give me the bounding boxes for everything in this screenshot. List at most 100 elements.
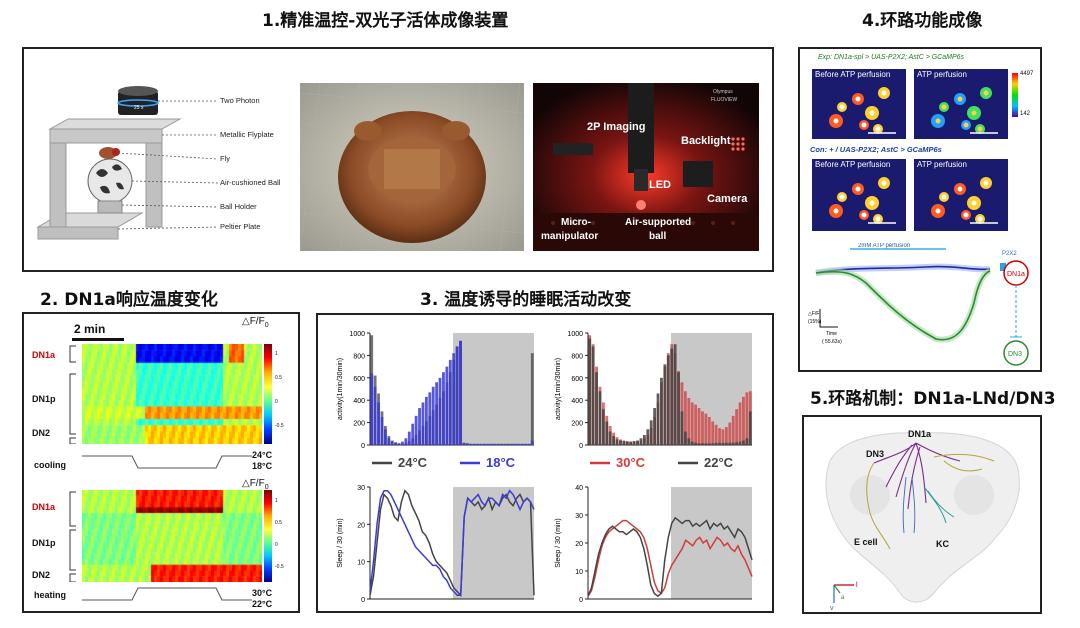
act-heat-bar-1-17 <box>646 429 650 445</box>
svg-text:v: v <box>830 605 834 612</box>
act-heat-ytick-label-1: 200 <box>571 421 583 428</box>
rig-label-ball: ball <box>649 231 667 242</box>
act-cool-bar-1-40 <box>506 443 510 445</box>
device-label-4: Ball Holder <box>220 202 257 211</box>
act-heat-bar-1-5 <box>605 421 609 445</box>
trace-time: Time <box>826 331 837 337</box>
calcium-traces: 2mM ATP perfusion △F/F (15%) Time ( 55.6… <box>808 243 1029 366</box>
micro-con-atp: ATP perfusion <box>914 159 1008 231</box>
act-cool-bar-1-36 <box>493 443 497 445</box>
act-heat-bar-0-29 <box>687 397 691 445</box>
act-heat-bar-1-13 <box>632 441 636 445</box>
act-cool-bar-1-1 <box>373 386 377 445</box>
heating-temp-low: 22°C <box>252 599 273 609</box>
cooling-temp-high: 24°C <box>252 450 273 460</box>
act-cool-bar-1-39 <box>503 443 507 445</box>
circuit-dn1a-label: DN1a <box>1007 271 1025 278</box>
trace-ypct: (15%) <box>808 319 822 325</box>
act-cool-bar-1-27 <box>462 442 466 445</box>
act-cool-bar-1-42 <box>513 443 517 445</box>
scale-max: 4497 <box>1020 71 1034 77</box>
sleep-heat-ytick-label-1: 10 <box>575 569 583 576</box>
act-heat-bar-0-42 <box>731 415 735 445</box>
act-heat-ytick-label-0: 0 <box>579 443 583 450</box>
act-heat-bar-1-36 <box>711 443 715 445</box>
act-cool-bar-1-43 <box>517 443 521 445</box>
brain-reconstruction: DN1a DN3 E cell KC l v a <box>825 429 1020 612</box>
act-cool-bar-1-23 <box>448 359 452 445</box>
panel1-box: 25 x Two Photon Metallic Flyplate Fly Ai… <box>22 47 774 272</box>
heatmap-cooling <box>82 344 262 444</box>
act-heat-bar-0-46 <box>745 392 749 445</box>
row-brackets-bottom <box>69 491 76 582</box>
rig-photo: 2P Imaging Backlight LED Camera Micro- m… <box>533 83 759 251</box>
act-cool-bar-1-33 <box>483 443 486 445</box>
act-heat-bar-0-37 <box>714 424 718 445</box>
act-cool-bar-1-31 <box>476 443 480 445</box>
label-dn3: DN3 <box>866 449 884 459</box>
sleep-heat-night-shade <box>671 487 752 599</box>
trace-perfusion-label: 2mM ATP perfusion <box>858 243 910 249</box>
act-cool-bar-1-9 <box>401 441 404 445</box>
act-heat-bar-0-39 <box>721 429 725 445</box>
heatmap-heating <box>82 490 262 582</box>
act-cool-bar-1-3 <box>380 417 384 445</box>
device-label-3: Air-cushioned Ball <box>220 178 281 187</box>
device-label-5: Peltier Plate <box>220 222 260 231</box>
act-heat-ylabel: activity(1min/30min) <box>555 358 562 420</box>
row-label-dn1a-top: DN1a <box>32 350 56 360</box>
sleep-heat-ytick-label-0: 0 <box>579 597 583 604</box>
act-heat-bar-1-1 <box>591 346 595 445</box>
panel4-box: Exp: DN1a-spl > UAS-P2X2; AstC > GCaMP6s… <box>798 47 1042 372</box>
act-cool-ytick-label-3: 600 <box>353 376 365 383</box>
sleep-activity-charts: 02004006008001000activity(1min/30min)24°… <box>337 331 753 604</box>
rig-logo-fluoview: FLUOVIEW <box>711 97 738 103</box>
act-heat-bar-0-38 <box>718 428 721 445</box>
svg-text:l: l <box>856 582 858 589</box>
act-heat-bar-0-28 <box>683 391 687 445</box>
rig-label-airsupported: Air-supported <box>625 217 692 228</box>
act-heat-bar-1-8 <box>615 439 619 445</box>
act-cool-bar-1-5 <box>387 438 391 445</box>
act-heat-bar-0-45 <box>742 396 745 445</box>
rig-label-led: LED <box>649 179 671 191</box>
act-heat-bar-1-35 <box>707 443 711 445</box>
sleep-heat-ylabel: Sleep / 30 (min) <box>555 518 562 567</box>
act-cool-bar-1-47 <box>530 440 534 445</box>
panel3-box: 0 200 400 600 800 1000 activity(1min/30min) 24°… <box>316 313 774 613</box>
row-label-dn2-top: DN2 <box>32 428 51 438</box>
sleep-cool-ytick-label-0: 0 <box>361 597 365 604</box>
act-heat-ytick-label-5: 1000 <box>567 331 583 338</box>
p2x2-receptor <box>1000 263 1006 271</box>
scale-min: 142 <box>1020 111 1031 117</box>
heating-label: heating <box>34 590 67 600</box>
act-cool-bar-1-0 <box>370 373 374 445</box>
panel1-title: 1.精准温控-双光子活体成像装置 <box>262 11 509 31</box>
act-cool-bar-1-20 <box>438 377 442 445</box>
act-heat-bar-1-14 <box>636 440 639 445</box>
rig-label-camera: Camera <box>707 193 748 205</box>
act-heat-bar-1-27 <box>680 411 684 445</box>
act-heat-bar-1-45 <box>742 440 745 445</box>
sleep-heat-ytick-label-4: 40 <box>575 485 583 492</box>
panel2-title: 2. DN1a响应温度变化 <box>40 290 218 310</box>
cooling-trace <box>82 455 252 469</box>
device-label-1: Metallic Flyplate <box>220 130 274 139</box>
rig-label-backlight: Backlight <box>681 135 731 147</box>
trace-time-val: ( 55.63s) <box>822 339 842 345</box>
act-cool-bar-1-22 <box>445 366 449 445</box>
con-label: Con: + / UAS-P2X2; AstC > GCaMP6s <box>810 145 942 154</box>
colorbar-ticks-top: 1 0.5 0 -0.5 <box>275 351 284 429</box>
act-heat-bar-1-15 <box>639 438 643 445</box>
heat-legend-label-1: 22°C <box>704 455 734 470</box>
act-cool-bar-1-14 <box>418 408 421 445</box>
act-heat-bar-1-46 <box>745 438 749 445</box>
act-heat-bar-0-43 <box>735 409 739 445</box>
act-heat-bar-1-31 <box>694 442 698 445</box>
sleep-heat-ytick-label-3: 30 <box>575 513 583 520</box>
device-schematic: 25 x Two Photon Metallic Flyplate Fly Ai… <box>36 86 281 240</box>
panel4-title: 4.环路功能成像 <box>862 11 983 31</box>
act-cool-bar-1-7 <box>394 442 398 445</box>
row-label-dn1p-top: DN1p <box>32 394 56 404</box>
act-cool-bar-1-4 <box>383 429 387 445</box>
